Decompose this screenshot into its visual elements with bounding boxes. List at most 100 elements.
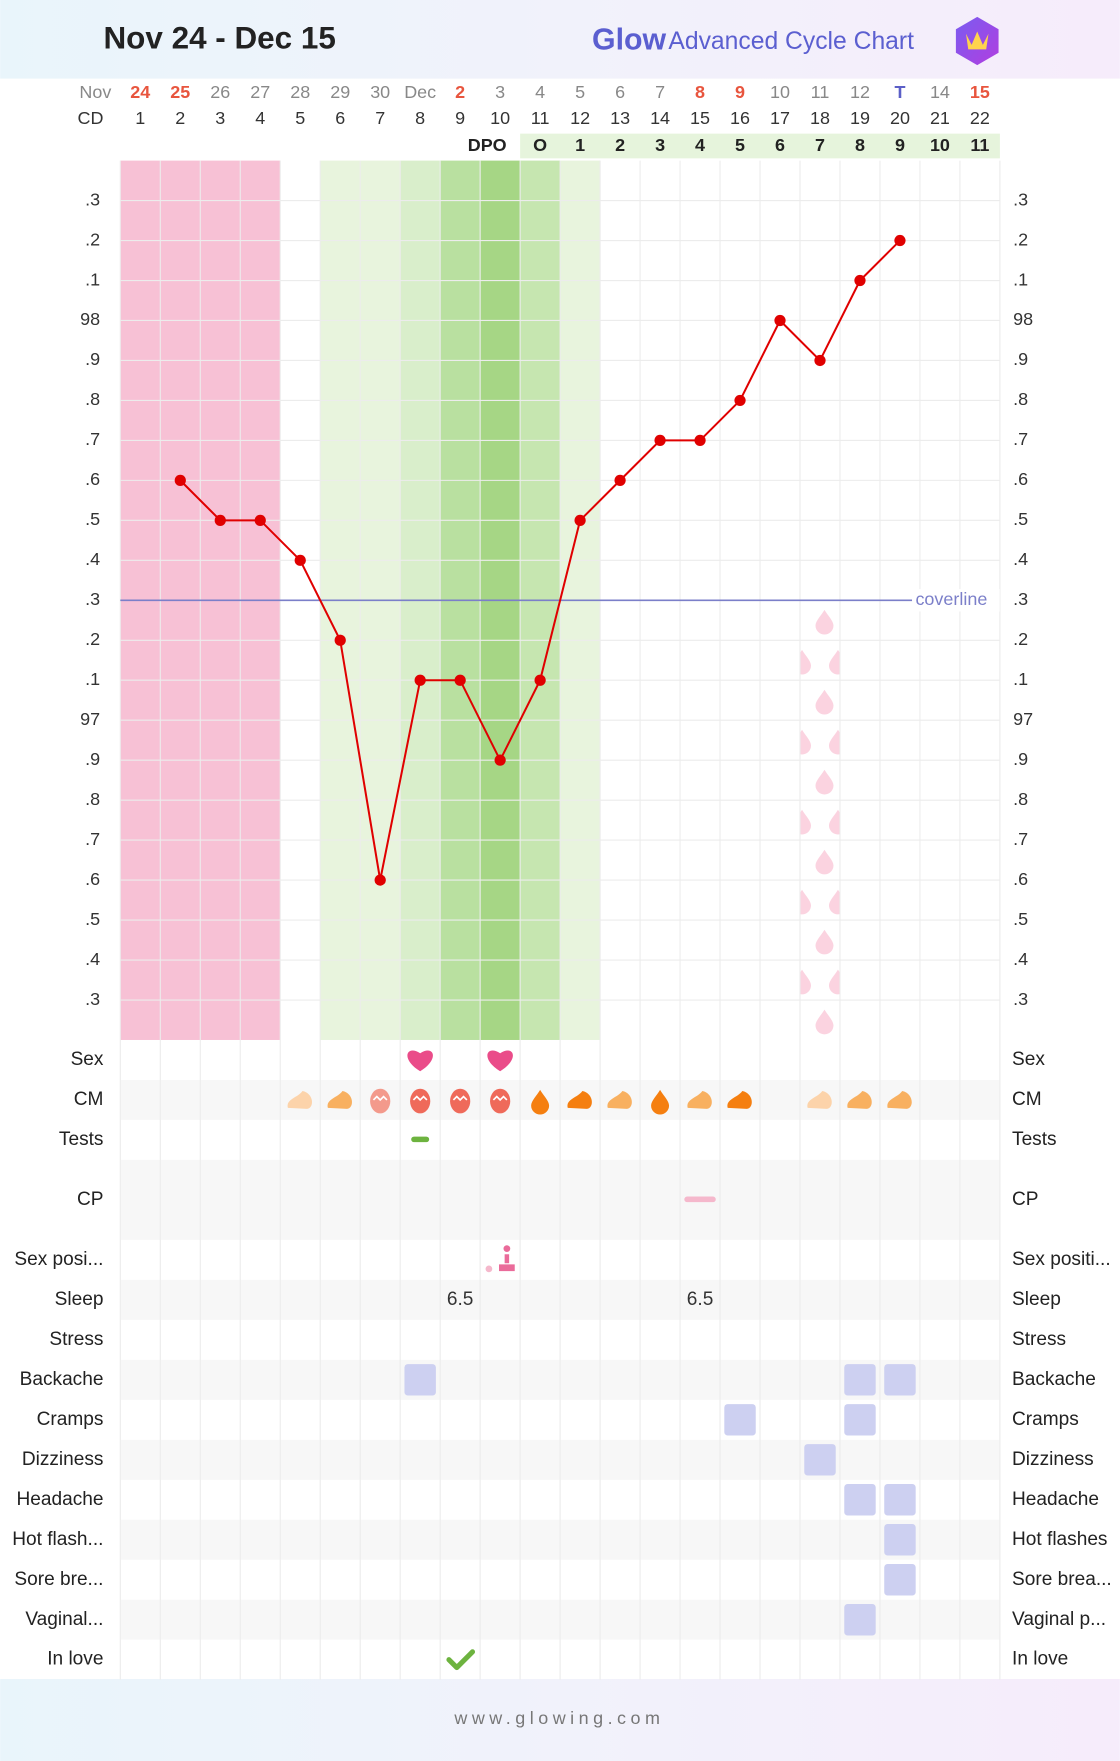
- row-label-right: Sore brea...: [1012, 1569, 1112, 1590]
- spot-drop: [828, 889, 840, 915]
- temp-point: [894, 234, 906, 247]
- temp-point: [494, 754, 506, 766]
- symptom-box: [844, 1603, 876, 1636]
- cd-label: 6: [335, 108, 345, 128]
- cm-icon: [567, 1090, 592, 1109]
- temp-point: [574, 514, 586, 526]
- badge: [955, 16, 999, 66]
- dpo-value: 6: [775, 135, 785, 155]
- footer-bg: [0, 1679, 1120, 1761]
- spot-drop: [828, 649, 840, 675]
- date-label: 3: [495, 82, 505, 102]
- coverline-label: coverline: [915, 589, 987, 609]
- row-label-right: Sex positi...: [1012, 1249, 1111, 1270]
- cd-label: 17: [770, 108, 790, 128]
- month-label: Nov: [79, 82, 111, 102]
- y2-tick-label: .9: [1013, 749, 1028, 769]
- dpo-value: 4: [695, 135, 705, 155]
- row-label: CM: [74, 1089, 104, 1110]
- temp-point: [734, 394, 746, 407]
- temp-point: [254, 514, 266, 526]
- cd-label: 12: [570, 108, 590, 128]
- dpo-value: O: [533, 135, 547, 155]
- cm-icon: [807, 1090, 832, 1109]
- row-label-right: Stress: [1012, 1329, 1066, 1350]
- y2-tick-label: .6: [1013, 869, 1028, 889]
- row-label-right: Sleep: [1012, 1289, 1061, 1310]
- brand: Glow: [592, 24, 667, 57]
- temp-point: [774, 314, 786, 327]
- cd-label: 15: [690, 108, 710, 128]
- spot-drop: [800, 729, 812, 755]
- spot-drop: [800, 889, 812, 915]
- temp-point: [814, 354, 826, 367]
- row-label: Vaginal...: [25, 1609, 103, 1630]
- symptom-box: [884, 1564, 916, 1596]
- y-tick-label: .3: [85, 589, 100, 609]
- y-tick-label: .6: [85, 869, 100, 889]
- dpo-value: 11: [970, 135, 989, 155]
- symptom-box: [844, 1404, 876, 1436]
- y2-tick-label: .9: [1013, 349, 1028, 369]
- y2-tick-label: .5: [1013, 909, 1028, 929]
- dpo-value: 5: [735, 135, 745, 155]
- y-tick-label: .6: [85, 469, 100, 489]
- spot-drop: [815, 929, 834, 955]
- cd-label: 18: [810, 108, 830, 128]
- cd-label: CD: [78, 108, 104, 128]
- sleep-value: 6.5: [687, 1289, 714, 1310]
- row-label: Sex posi...: [14, 1249, 103, 1270]
- background-layer: [120, 133, 1000, 1640]
- y2-tick-label: .7: [1013, 429, 1028, 449]
- date-label: 24: [130, 82, 150, 102]
- y2-tick-label: .6: [1013, 469, 1028, 489]
- temp-point: [694, 434, 706, 447]
- row-label: Stress: [49, 1329, 103, 1350]
- cd-label: 7: [375, 108, 385, 128]
- y-tick-label: .4: [85, 949, 100, 969]
- y-tick-label: .7: [85, 429, 100, 449]
- temp-point: [214, 514, 226, 526]
- y-tick-label: .1: [85, 669, 100, 689]
- footer-url: www.glowing.com: [453, 1708, 664, 1728]
- cm-icon-detail: [412, 1095, 428, 1102]
- y2-tick-label: .3: [1013, 989, 1028, 1009]
- y-tick-label: .3: [85, 989, 100, 1009]
- y-tick-label: .5: [85, 909, 100, 929]
- y2-tick-label: 98: [1013, 309, 1033, 329]
- y2-tick-label: .3: [1013, 189, 1028, 209]
- y2-tick-label: .1: [1013, 269, 1028, 289]
- sleep-value: 6.5: [447, 1289, 474, 1310]
- date-label: 7: [655, 82, 665, 102]
- cm-icon: [531, 1089, 550, 1115]
- y2-tick-label: .3: [1013, 589, 1028, 609]
- date-label: 15: [970, 82, 990, 102]
- temp-point: [294, 554, 306, 566]
- date-label: 29: [330, 82, 350, 102]
- row-label: Sore bre...: [14, 1569, 103, 1590]
- symptom-box: [844, 1364, 876, 1396]
- row-label: Dizziness: [22, 1449, 104, 1470]
- date-label: 5: [575, 82, 585, 102]
- y2-tick-label: .7: [1013, 829, 1028, 849]
- title: Nov 24 - Dec 15: [103, 21, 335, 56]
- symptom-box: [844, 1484, 876, 1516]
- y-tick-label: .5: [85, 509, 100, 529]
- cm-icon: [687, 1090, 712, 1109]
- sex-position-icon: [485, 1245, 515, 1273]
- date-label: 4: [535, 82, 545, 102]
- spot-drop: [815, 1009, 834, 1035]
- y2-tick-label: .8: [1013, 389, 1028, 409]
- cd-label: 21: [930, 108, 950, 128]
- date-label: 27: [250, 82, 270, 102]
- temp-point: [454, 674, 466, 686]
- coverline-label-bg: [912, 589, 1000, 612]
- row-label: Sleep: [55, 1289, 104, 1310]
- cd-label: 14: [650, 108, 670, 128]
- row-label-right: Backache: [1012, 1369, 1096, 1390]
- row-label: In love: [47, 1649, 103, 1670]
- date-label: 25: [170, 82, 190, 102]
- cm-icon: [327, 1090, 353, 1109]
